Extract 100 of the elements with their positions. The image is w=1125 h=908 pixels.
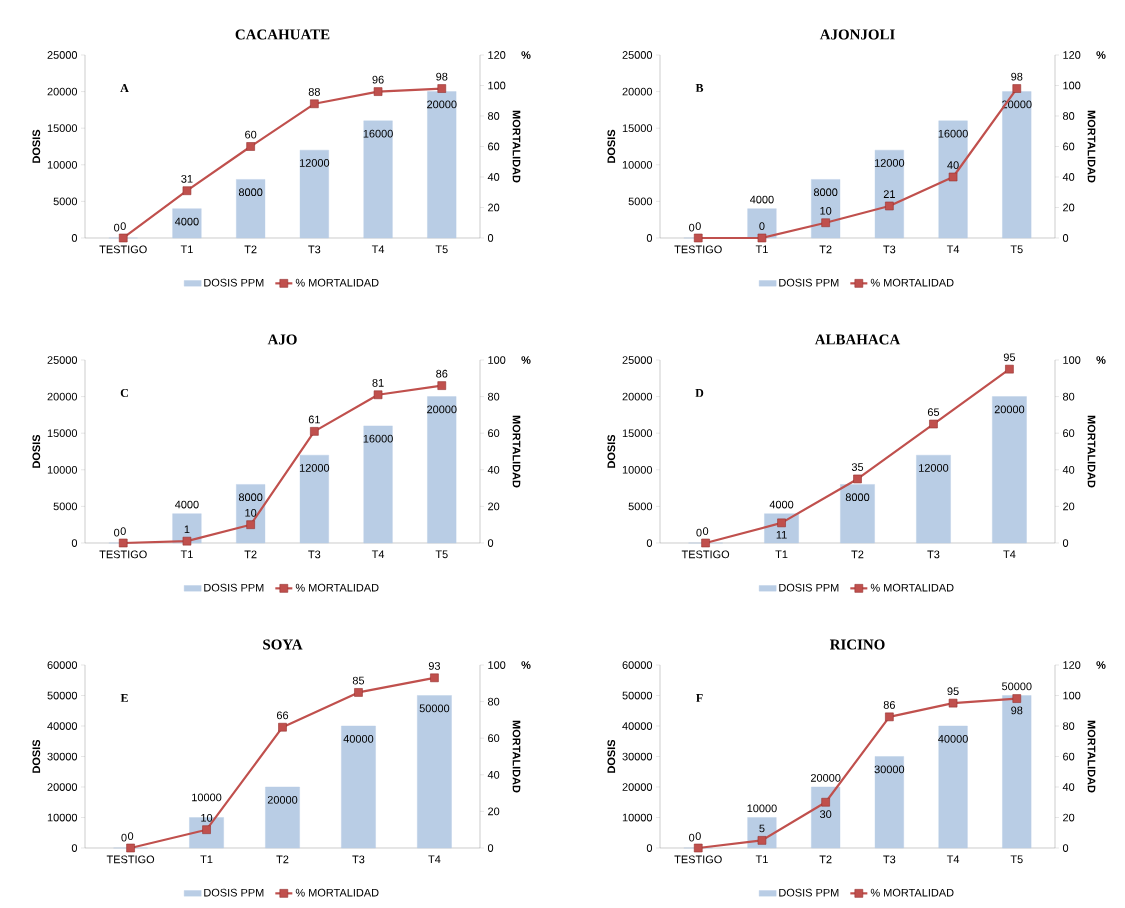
point xyxy=(757,233,767,243)
data-label: 12000 xyxy=(299,464,330,472)
y2-tick-label: 80 xyxy=(487,392,500,401)
x-tick-label: T5 xyxy=(435,550,448,559)
x-tick-label: T3 xyxy=(308,245,321,254)
point xyxy=(1012,694,1022,703)
chart-title: SOYA xyxy=(263,639,303,650)
data-label: 98 xyxy=(1011,706,1023,715)
data-label: 0 xyxy=(120,222,126,230)
y-tick-label: 10000 xyxy=(47,160,78,169)
y-tick-label: 5000 xyxy=(628,197,653,206)
data-label: 4000 xyxy=(175,500,199,509)
point xyxy=(701,538,710,548)
y-axis-title: DOSIS xyxy=(607,434,616,468)
annotation: C xyxy=(120,388,128,397)
x-tick-label: T1 xyxy=(755,245,768,254)
y-tick-label: 60000 xyxy=(622,661,653,669)
y-tick-label: 25000 xyxy=(622,356,653,364)
point xyxy=(821,797,830,807)
data-label: 8000 xyxy=(238,188,263,197)
x-tick-label: T3 xyxy=(927,550,940,559)
x-tick-label: TESTIGO xyxy=(681,550,730,559)
point xyxy=(1012,84,1022,93)
legend-label: DOSIS PPM xyxy=(779,278,839,287)
annotation: D xyxy=(695,389,704,397)
data-label: 0 xyxy=(696,528,702,537)
bar xyxy=(747,208,777,239)
y-tick-label: 40000 xyxy=(47,722,78,730)
x-tick-label: T3 xyxy=(308,550,321,559)
data-label: 66 xyxy=(276,711,289,720)
point xyxy=(354,688,363,697)
point xyxy=(182,536,192,546)
y-tick-label: 20000 xyxy=(47,87,78,96)
data-label: 50000 xyxy=(419,704,450,713)
data-label: 95 xyxy=(1003,353,1016,362)
text: % xyxy=(521,356,531,364)
data-label: 86 xyxy=(436,369,448,378)
point xyxy=(853,474,862,484)
y-tick-label: 0 xyxy=(646,234,653,242)
y2-axis-title: MORTALIDAD xyxy=(512,415,521,488)
data-label: 20000 xyxy=(427,405,457,414)
y2-tick-label: 120 xyxy=(1063,661,1081,669)
y2-tick-label: 40 xyxy=(487,173,500,181)
point xyxy=(757,836,767,845)
point xyxy=(1005,364,1014,374)
point xyxy=(310,427,319,436)
bar xyxy=(874,149,904,239)
y2-tick-label: 100 xyxy=(488,81,506,90)
x-tick-label: T1 xyxy=(755,855,768,864)
data-label: 0 xyxy=(120,527,126,535)
data-label: 20000 xyxy=(427,100,457,109)
x-tick-label: T2 xyxy=(244,550,257,559)
y2-tick-label: 100 xyxy=(488,661,506,669)
y2-tick-label: 60 xyxy=(488,429,500,438)
y-tick-label: 50000 xyxy=(622,691,653,700)
x-tick-label: TESTIGO xyxy=(99,550,147,559)
y-tick-label: 30000 xyxy=(47,752,78,761)
y2-axis-title: MORTALIDAD xyxy=(1087,720,1096,793)
chart-title: AJO xyxy=(267,334,297,345)
y2-tick-label: 40 xyxy=(1062,173,1075,181)
point xyxy=(693,233,703,243)
y-axis-title: DOSIS xyxy=(607,739,616,773)
y-tick-label: 25000 xyxy=(47,356,78,364)
data-label: 10 xyxy=(245,508,257,517)
x-tick-label: T4 xyxy=(428,855,441,864)
y2-tick-label: 80 xyxy=(1062,112,1075,120)
y2-tick-label: 100 xyxy=(1063,691,1081,700)
data-label: 20000 xyxy=(810,774,841,782)
data-label: 8000 xyxy=(238,493,263,502)
y-axis-title: DOSIS xyxy=(32,129,41,163)
y-axis-title: DOSIS xyxy=(32,739,41,773)
data-label: 0 xyxy=(114,528,120,537)
bar xyxy=(427,396,457,544)
x-tick-label: T2 xyxy=(244,245,257,254)
data-label: 20000 xyxy=(267,795,298,804)
bar xyxy=(811,786,841,849)
annotation: B xyxy=(695,84,704,92)
data-label: 0 xyxy=(695,832,701,840)
y2-axis-title: MORTALIDAD xyxy=(1087,415,1096,488)
y2-axis-title: MORTALIDAD xyxy=(512,110,521,183)
legend-label: DOSIS PPM xyxy=(779,888,839,897)
data-label: 60 xyxy=(245,130,257,139)
data-label: 0 xyxy=(127,832,134,840)
bar xyxy=(363,120,393,239)
data-label: 4000 xyxy=(750,195,774,204)
y2-tick-label: 60 xyxy=(1063,752,1075,761)
data-label: 10000 xyxy=(747,804,777,813)
bar xyxy=(874,756,904,849)
y-tick-label: 15000 xyxy=(622,124,653,133)
chart-title: AJONJOLI xyxy=(819,29,895,40)
y2-tick-label: 120 xyxy=(1063,51,1081,59)
data-label: 10 xyxy=(820,206,832,215)
data-label: 10 xyxy=(201,813,213,822)
bar xyxy=(299,149,329,239)
y2-tick-label: 20 xyxy=(1063,813,1075,822)
y2-tick-label: 80 xyxy=(1062,392,1075,401)
point xyxy=(948,698,958,708)
x-tick-label: T2 xyxy=(819,855,832,864)
bar xyxy=(992,396,1027,544)
y-tick-label: 50000 xyxy=(47,691,78,700)
